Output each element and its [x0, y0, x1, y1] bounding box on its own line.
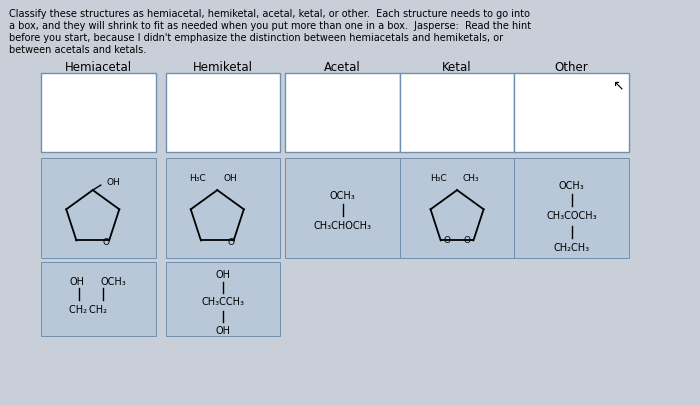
Text: OH: OH — [216, 326, 230, 336]
Text: before you start, because I didn't emphasize the distinction between hemiacetals: before you start, because I didn't empha… — [9, 33, 503, 43]
Text: Hemiacetal: Hemiacetal — [65, 61, 132, 74]
FancyBboxPatch shape — [286, 158, 400, 258]
Text: OCH₃: OCH₃ — [330, 191, 356, 201]
Text: Classify these structures as hemiacetal, hemiketal, acetal, ketal, or other.  Ea: Classify these structures as hemiacetal,… — [9, 9, 531, 19]
FancyBboxPatch shape — [166, 158, 280, 258]
Text: CH₃CCH₃: CH₃CCH₃ — [202, 297, 244, 307]
FancyBboxPatch shape — [41, 73, 156, 152]
Text: O: O — [228, 238, 234, 247]
Text: ↖: ↖ — [612, 78, 624, 92]
Text: OH: OH — [223, 174, 237, 183]
FancyBboxPatch shape — [514, 158, 629, 258]
Text: H₃C: H₃C — [430, 174, 447, 183]
Text: Acetal: Acetal — [324, 61, 361, 74]
FancyBboxPatch shape — [41, 158, 156, 258]
Text: OCH₃: OCH₃ — [101, 277, 127, 288]
Text: Hemiketal: Hemiketal — [193, 61, 253, 74]
FancyBboxPatch shape — [41, 262, 156, 336]
Text: CH₂CH₃: CH₂CH₃ — [554, 243, 589, 253]
Text: OH: OH — [70, 277, 85, 288]
FancyBboxPatch shape — [166, 73, 280, 152]
Text: CH₂ CH₂: CH₂ CH₂ — [69, 305, 107, 315]
FancyBboxPatch shape — [400, 158, 514, 258]
Text: Other: Other — [554, 61, 589, 74]
FancyBboxPatch shape — [400, 73, 514, 152]
Text: CH₃: CH₃ — [462, 174, 479, 183]
Text: CH₃COCH₃: CH₃COCH₃ — [546, 211, 597, 221]
Text: a box, and they will shrink to fit as needed when you put more than one in a box: a box, and they will shrink to fit as ne… — [9, 21, 531, 31]
Text: H₃C: H₃C — [189, 174, 205, 183]
Text: O: O — [444, 236, 451, 245]
Text: Ketal: Ketal — [442, 61, 472, 74]
Text: OCH₃: OCH₃ — [559, 181, 584, 191]
Text: CH₃CHOCH₃: CH₃CHOCH₃ — [314, 221, 372, 231]
Text: between acetals and ketals.: between acetals and ketals. — [9, 45, 146, 55]
FancyBboxPatch shape — [286, 73, 400, 152]
Text: OH: OH — [216, 270, 230, 280]
FancyBboxPatch shape — [514, 73, 629, 152]
Text: O: O — [463, 236, 470, 245]
FancyBboxPatch shape — [166, 262, 280, 336]
Text: O: O — [103, 238, 110, 247]
Text: OH: OH — [106, 178, 120, 187]
